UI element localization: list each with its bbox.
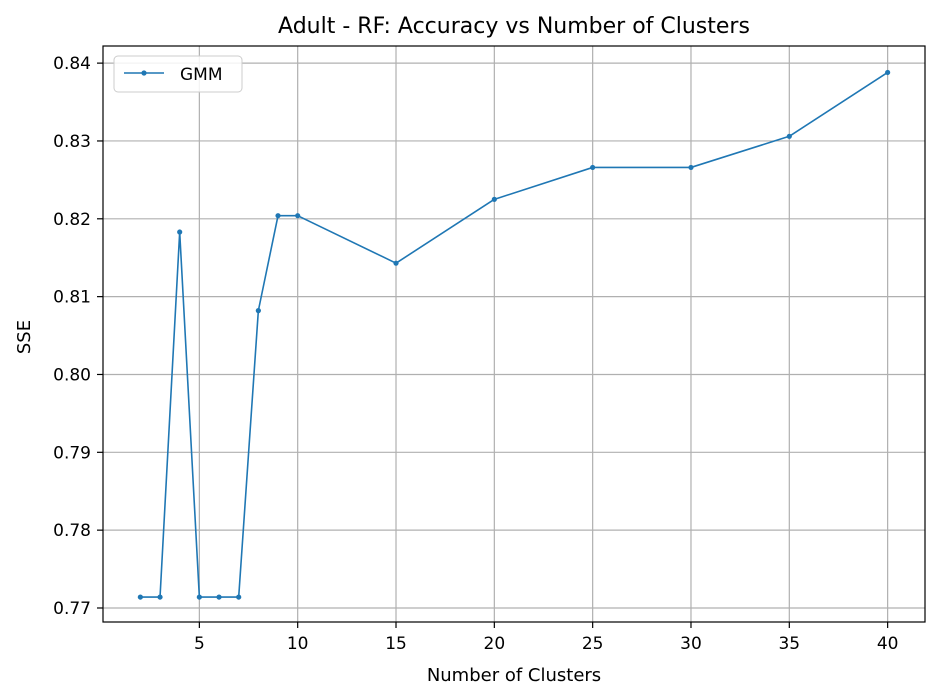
data-point xyxy=(255,308,261,314)
data-point xyxy=(177,229,183,235)
data-point xyxy=(590,164,596,171)
legend-label-gmm: GMM xyxy=(180,65,223,85)
data-point xyxy=(786,133,792,139)
x-axis-label: Number of Clusters xyxy=(427,665,601,686)
data-point xyxy=(196,594,202,600)
x-tick-label: 25 xyxy=(582,634,604,654)
data-point xyxy=(216,594,222,600)
legend: GMM xyxy=(113,55,243,93)
data-point xyxy=(275,213,281,219)
plot-frame xyxy=(102,45,926,623)
x-tick-label: 10 xyxy=(287,634,309,654)
data-point xyxy=(688,164,694,171)
x-tick-label: 5 xyxy=(194,634,205,654)
series-layer xyxy=(137,69,891,600)
y-tick-label: 0.78 xyxy=(53,521,91,541)
y-tick-label: 0.79 xyxy=(53,443,91,463)
y-tick-label: 0.83 xyxy=(53,132,91,152)
chart-title: Adult - RF: Accuracy vs Number of Cluste… xyxy=(278,14,750,39)
y-tick-label: 0.81 xyxy=(53,288,91,308)
x-tick-label: 35 xyxy=(778,634,800,654)
x-tick-label: 30 xyxy=(680,634,702,654)
y-tick-label: 0.80 xyxy=(53,365,91,385)
data-point xyxy=(393,260,399,266)
data-point xyxy=(236,594,242,600)
data-point xyxy=(885,69,891,76)
data-point xyxy=(137,594,143,600)
y-tick-label: 0.82 xyxy=(53,210,91,230)
y-tick-label: 0.84 xyxy=(53,54,91,74)
axis-ticks: 5 10 15 20 25 30 35 40 0.77 0.78 0.79 0.80 0.81 0.82 0… xyxy=(53,54,898,654)
x-tick-label: 40 xyxy=(877,634,899,654)
data-point xyxy=(491,196,497,202)
grid-lines xyxy=(103,46,925,622)
y-tick-label: 0.77 xyxy=(53,599,91,619)
data-point xyxy=(295,213,301,219)
y-axis-label: SSE xyxy=(14,320,35,354)
legend-marker-gmm xyxy=(141,70,147,76)
x-tick-label: 15 xyxy=(385,634,407,654)
x-tick-label: 20 xyxy=(484,634,506,654)
legend-frame xyxy=(113,55,243,93)
data-point xyxy=(157,594,163,600)
